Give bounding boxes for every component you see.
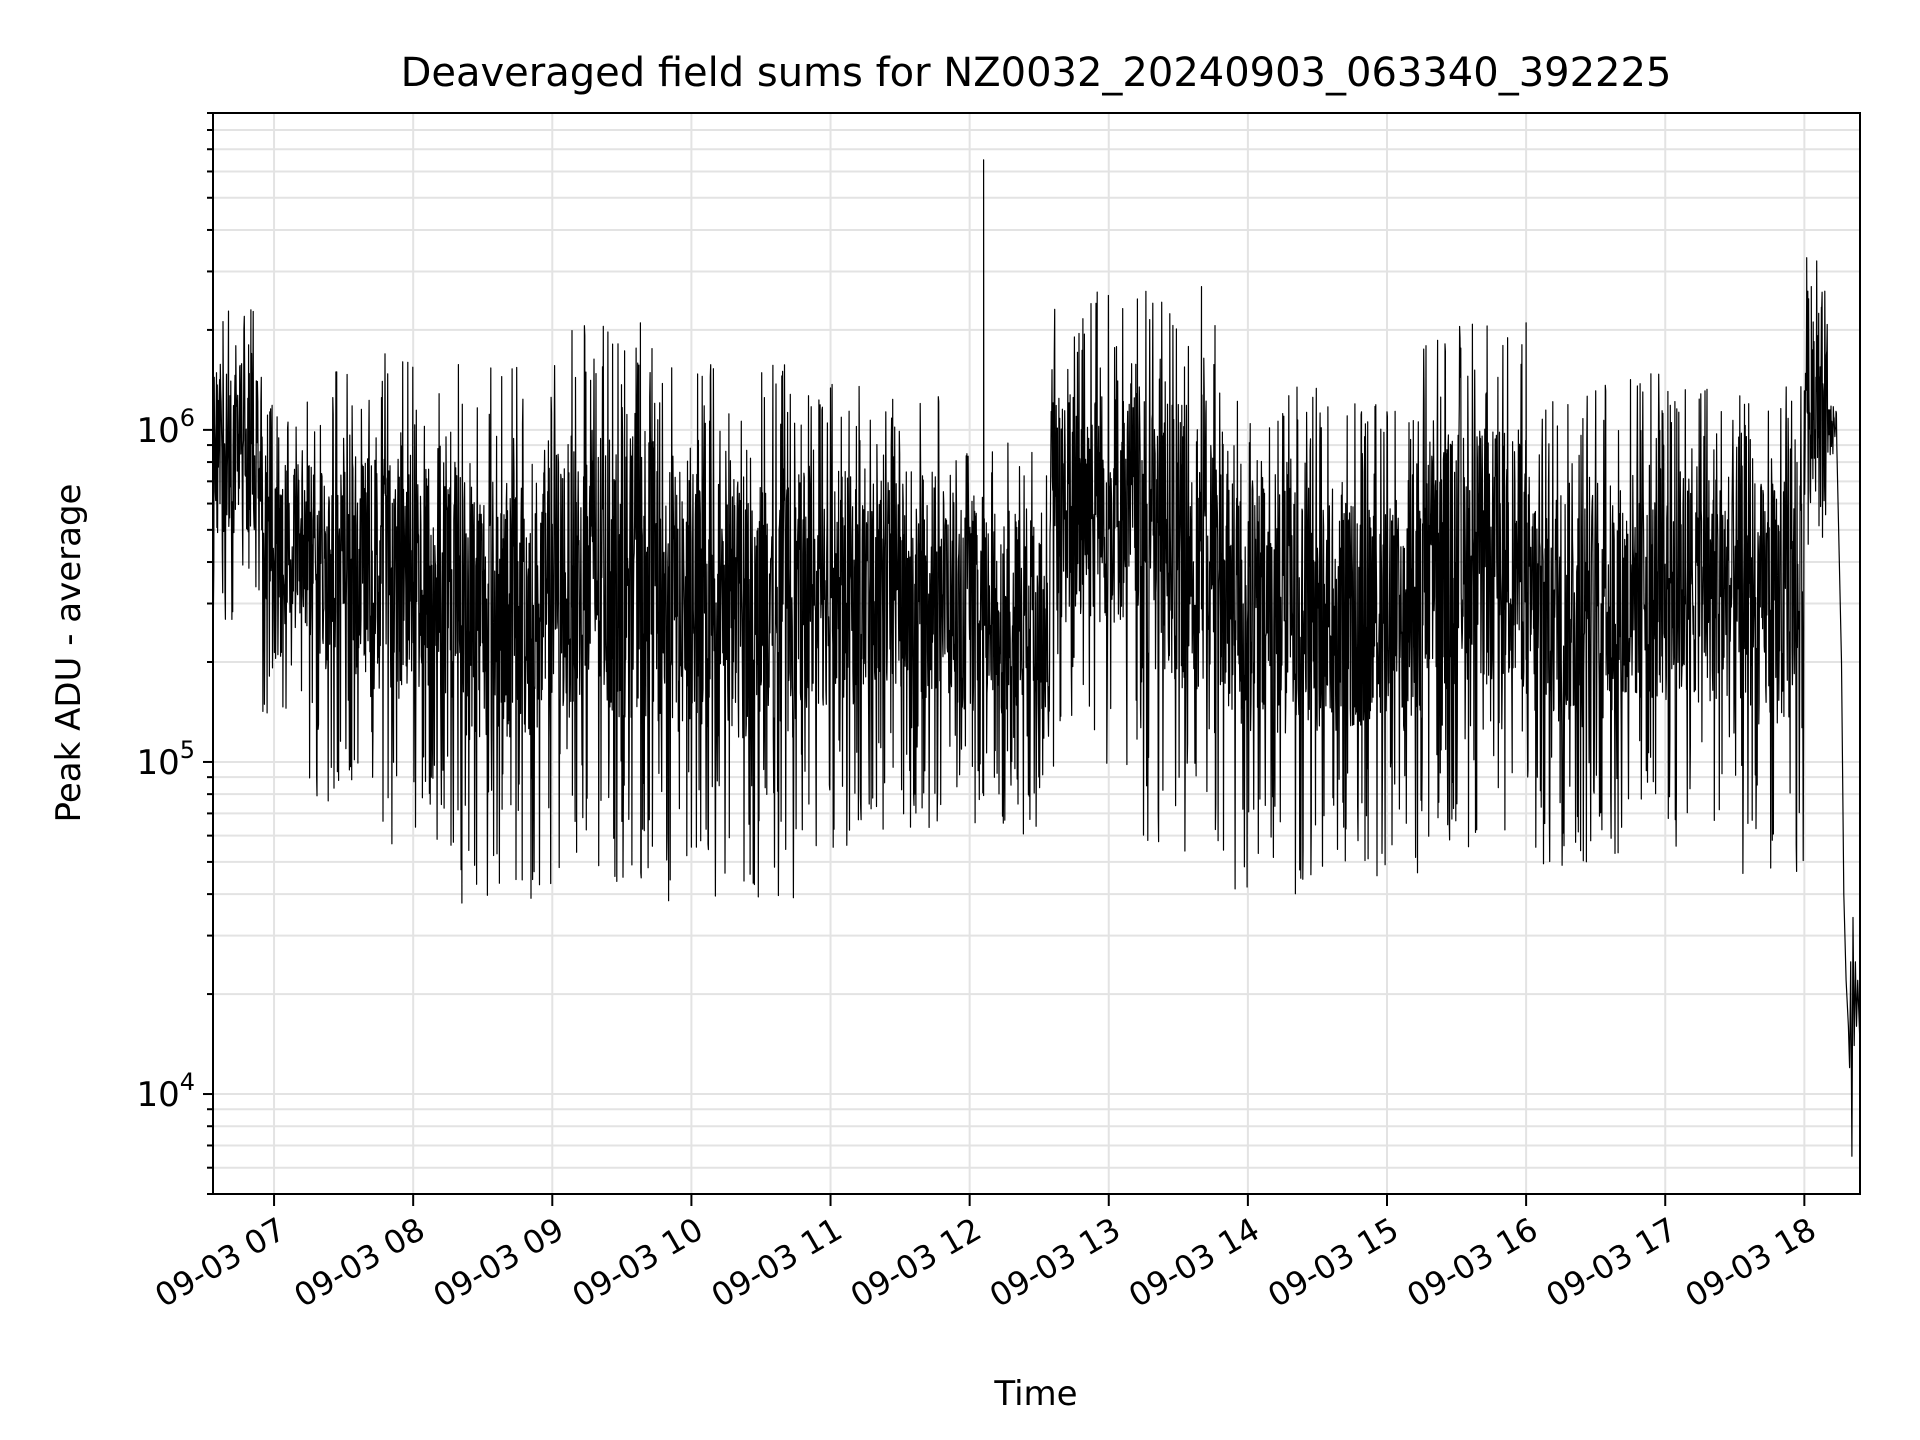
y-tick-exponent: 5 [180, 736, 195, 764]
plot-area-frame [212, 112, 1861, 1195]
y-tick-base: 10 [136, 411, 179, 451]
y-tick-label: 105 [136, 736, 195, 783]
y-tick-base: 10 [136, 1075, 179, 1115]
y-axis-label: Peak ADU - average [49, 484, 89, 823]
series-line [212, 159, 1861, 1157]
y-tick-exponent: 4 [180, 1068, 195, 1096]
chart-title: Deaveraged field sums for NZ0032_2024090… [401, 50, 1672, 96]
y-tick-label: 104 [136, 1068, 195, 1115]
y-tick-label: 106 [136, 404, 195, 451]
y-tick-base: 10 [136, 743, 179, 783]
series-peak-adu [212, 159, 1861, 1157]
y-tick-exponent: 6 [180, 404, 195, 432]
x-axis-label: Time [993, 1374, 1077, 1414]
